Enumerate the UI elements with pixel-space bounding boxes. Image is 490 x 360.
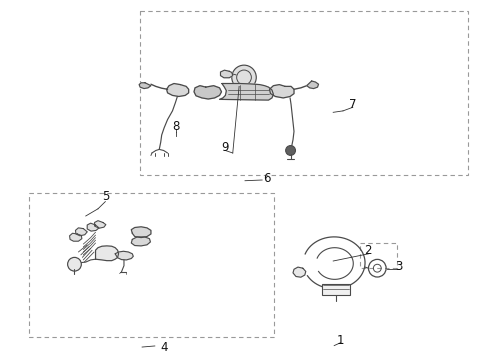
Circle shape — [232, 65, 256, 90]
Text: 5: 5 — [101, 190, 109, 203]
Text: 1: 1 — [337, 334, 344, 347]
Polygon shape — [115, 251, 133, 260]
Polygon shape — [96, 246, 119, 261]
Text: 3: 3 — [395, 260, 403, 273]
Polygon shape — [87, 223, 99, 231]
Polygon shape — [75, 228, 87, 236]
Polygon shape — [131, 227, 151, 238]
Polygon shape — [220, 70, 233, 78]
Bar — [140, 11, 468, 175]
Polygon shape — [167, 84, 189, 96]
Bar — [360, 243, 397, 268]
Bar — [322, 284, 350, 295]
Polygon shape — [131, 237, 150, 246]
Polygon shape — [95, 221, 106, 228]
Circle shape — [68, 257, 81, 271]
Polygon shape — [220, 84, 273, 100]
Polygon shape — [293, 267, 306, 277]
Bar — [236, 87, 252, 97]
Text: 9: 9 — [221, 141, 229, 154]
Text: 2: 2 — [364, 244, 371, 257]
Polygon shape — [307, 81, 318, 89]
Circle shape — [286, 145, 295, 156]
Bar — [29, 193, 274, 337]
Text: 6: 6 — [263, 172, 271, 185]
Text: 7: 7 — [349, 98, 357, 111]
Text: 4: 4 — [160, 341, 168, 354]
Polygon shape — [139, 83, 151, 89]
Polygon shape — [194, 86, 221, 99]
Polygon shape — [270, 85, 294, 98]
Text: 8: 8 — [172, 120, 180, 132]
Polygon shape — [70, 233, 82, 241]
